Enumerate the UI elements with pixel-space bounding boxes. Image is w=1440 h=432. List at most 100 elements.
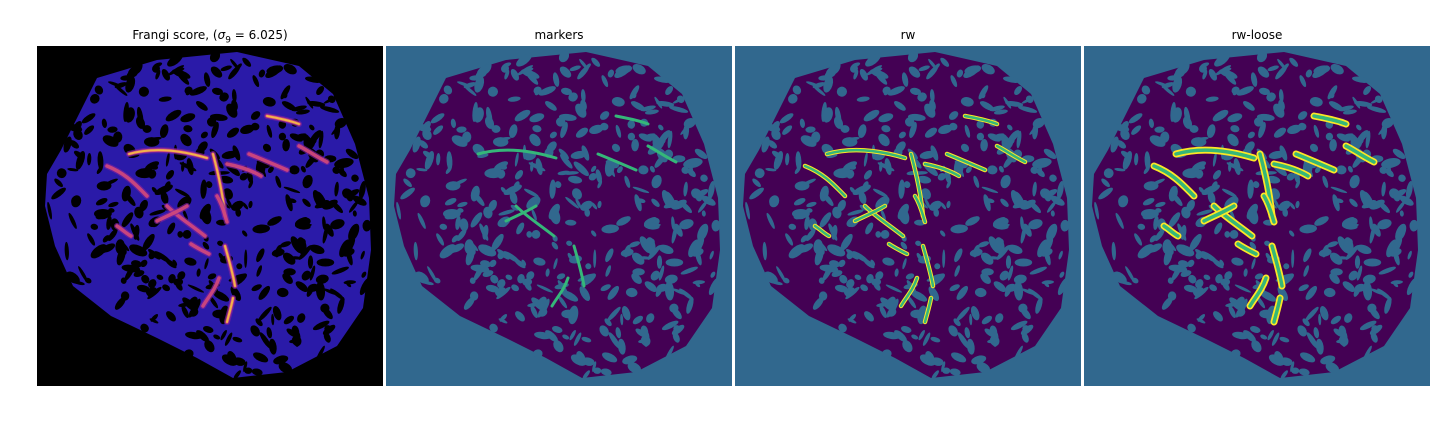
texture-hole xyxy=(167,53,183,67)
texture-hole xyxy=(413,241,418,261)
texture-hole xyxy=(182,208,188,221)
texture-hole xyxy=(897,203,909,220)
texture-hole xyxy=(600,368,612,376)
texture-hole xyxy=(676,95,685,104)
texture-hole xyxy=(837,199,846,212)
texture-hole xyxy=(573,332,582,346)
texture-hole xyxy=(1309,143,1319,152)
texture-hole xyxy=(177,71,190,85)
texture-hole xyxy=(289,133,304,142)
texture-hole xyxy=(638,256,651,260)
texture-hole xyxy=(769,195,780,208)
texture-hole xyxy=(631,91,637,99)
texture-hole xyxy=(956,285,969,300)
texture-hole xyxy=(527,302,541,308)
texture-hole xyxy=(200,131,208,139)
texture-hole xyxy=(1247,179,1254,199)
texture-hole xyxy=(1303,248,1312,263)
texture-hole xyxy=(671,307,682,320)
texture-hole xyxy=(450,118,456,128)
texture-hole xyxy=(701,210,706,217)
texture-hole xyxy=(217,240,224,246)
texture-hole xyxy=(1005,255,1012,269)
texture-hole xyxy=(1101,178,1110,188)
texture-hole xyxy=(318,130,324,149)
vessel-segment xyxy=(1272,162,1310,178)
texture-hole xyxy=(1325,362,1339,374)
texture-hole xyxy=(309,265,316,281)
texture-hole xyxy=(683,181,688,197)
texture-hole xyxy=(1249,326,1261,333)
texture-hole xyxy=(197,141,208,153)
texture-hole xyxy=(927,355,934,360)
texture-hole xyxy=(209,113,228,121)
texture-hole xyxy=(243,361,248,372)
texture-hole xyxy=(981,186,999,194)
texture-hole xyxy=(278,132,287,141)
texture-hole xyxy=(1029,266,1047,275)
texture-hole xyxy=(579,58,589,70)
texture-hole xyxy=(124,264,135,281)
texture-hole xyxy=(177,231,184,238)
texture-hole xyxy=(204,340,215,353)
texture-hole xyxy=(1005,101,1024,107)
texture-hole xyxy=(1277,286,1289,301)
texture-hole xyxy=(1266,92,1276,102)
texture-hole xyxy=(346,282,352,288)
texture-hole xyxy=(529,113,545,123)
texture-hole xyxy=(966,338,975,355)
texture-hole xyxy=(159,124,169,138)
texture-hole xyxy=(136,284,151,293)
texture-hole xyxy=(788,93,798,104)
texture-hole xyxy=(289,165,300,175)
texture-hole xyxy=(595,169,602,184)
texture-hole xyxy=(1231,349,1241,359)
texture-hole xyxy=(1214,222,1223,235)
texture-hole xyxy=(1332,194,1340,212)
texture-hole xyxy=(611,143,621,152)
texture-hole xyxy=(323,332,331,343)
panel-title-rw: rw xyxy=(900,28,916,42)
texture-hole xyxy=(121,185,131,202)
texture-hole xyxy=(749,187,764,200)
texture-hole xyxy=(231,200,244,211)
texture-hole xyxy=(782,277,790,284)
texture-hole xyxy=(508,124,518,138)
texture-hole xyxy=(969,248,983,257)
rw-loose-holes xyxy=(1094,50,1419,380)
texture-hole xyxy=(538,308,548,317)
texture-hole xyxy=(836,86,847,97)
texture-hole xyxy=(139,199,148,212)
texture-hole xyxy=(695,282,701,288)
texture-hole xyxy=(141,274,150,284)
texture-hole xyxy=(679,288,694,301)
texture-hole xyxy=(445,166,452,174)
texture-hole xyxy=(54,178,63,188)
texture-hole xyxy=(511,284,520,292)
texture-hole xyxy=(965,166,972,174)
texture-hole xyxy=(1338,105,1354,112)
texture-hole xyxy=(1314,216,1329,226)
texture-hole xyxy=(183,125,193,133)
texture-hole xyxy=(638,338,649,344)
texture-hole xyxy=(291,325,300,338)
texture-hole xyxy=(1344,313,1353,323)
vessel-segment xyxy=(825,148,907,160)
texture-hole xyxy=(880,208,886,221)
texture-hole xyxy=(693,237,705,255)
texture-hole xyxy=(545,330,558,342)
texture-hole xyxy=(212,309,227,319)
texture-hole xyxy=(252,224,270,234)
texture-hole xyxy=(621,306,631,321)
texture-hole xyxy=(244,367,253,374)
texture-hole xyxy=(158,96,172,102)
texture-hole xyxy=(242,57,252,67)
texture-hole xyxy=(532,125,542,133)
texture-hole xyxy=(911,334,919,340)
texture-hole xyxy=(580,200,593,211)
texture-hole xyxy=(667,130,673,149)
texture-hole xyxy=(1371,325,1378,332)
texture-hole xyxy=(771,129,781,140)
texture-hole xyxy=(514,258,526,269)
texture-hole xyxy=(1028,288,1043,301)
